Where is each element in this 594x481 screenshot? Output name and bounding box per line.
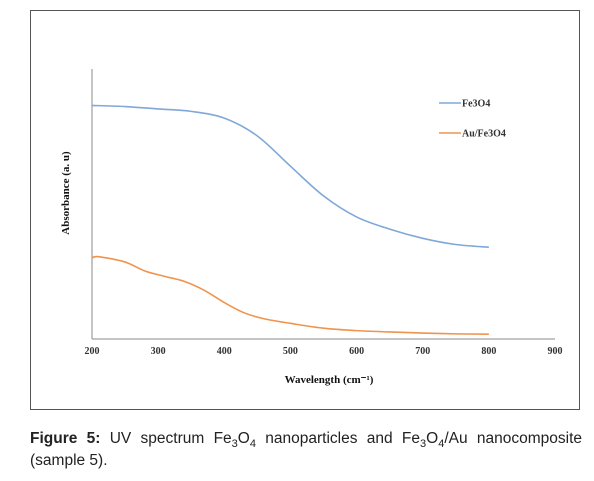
uv-spectrum-chart: 200 300 400 500 600 700 800 900 Fe3O4 Au/Fe3O4 W…	[60, 69, 563, 386]
series-line-au-fe3o4	[91, 255, 489, 335]
x-tick-label: 900	[548, 346, 563, 357]
chart-axes	[91, 69, 555, 340]
series-line-fe3o4	[91, 104, 489, 248]
y-axis-title: Absorbance (a. u)	[60, 151, 72, 235]
caption-sub-3: 3	[420, 438, 427, 451]
caption-text-2: O	[237, 430, 250, 447]
x-axis-ticks: 200 300 400 500 600 700 800 900	[85, 346, 563, 357]
caption-label: Figure 5:	[30, 430, 101, 447]
x-tick-label: 400	[217, 346, 232, 357]
caption-text-3: nanoparticles and Fe	[255, 430, 420, 447]
series-layer	[91, 104, 489, 335]
x-tick-label: 600	[349, 346, 364, 357]
figure-caption: Figure 5: UV spectrum Fe3O4 nanoparticle…	[30, 428, 582, 472]
legend: Fe3O4 Au/Fe3O4	[439, 99, 506, 140]
x-tick-label: 200	[85, 346, 100, 357]
x-tick-label: 700	[415, 346, 430, 357]
x-axis-title: Wavelength (cm⁻¹)	[285, 374, 374, 386]
caption-text-5: /Au nanocomposite (sample 5).	[30, 430, 582, 469]
caption-sub-2: 4	[249, 438, 256, 451]
figure-frame: 200 300 400 500 600 700 800 900 Fe3O4 Au/Fe3O4 W…	[30, 10, 580, 410]
caption-sub-4: 4	[438, 438, 445, 451]
x-tick-label: 300	[151, 346, 166, 357]
x-tick-label: 500	[283, 346, 298, 357]
x-tick-label: 800	[481, 346, 496, 357]
legend-label: Fe3O4	[462, 99, 490, 110]
legend-label: Au/Fe3O4	[462, 129, 506, 140]
caption-sub-1: 3	[231, 438, 238, 451]
caption-text-1: UV spectrum Fe	[100, 430, 232, 447]
caption-text-4: O	[426, 430, 439, 447]
